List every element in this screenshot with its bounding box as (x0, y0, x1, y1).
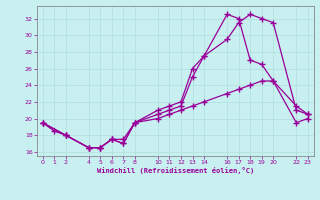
X-axis label: Windchill (Refroidissement éolien,°C): Windchill (Refroidissement éolien,°C) (97, 167, 254, 174)
